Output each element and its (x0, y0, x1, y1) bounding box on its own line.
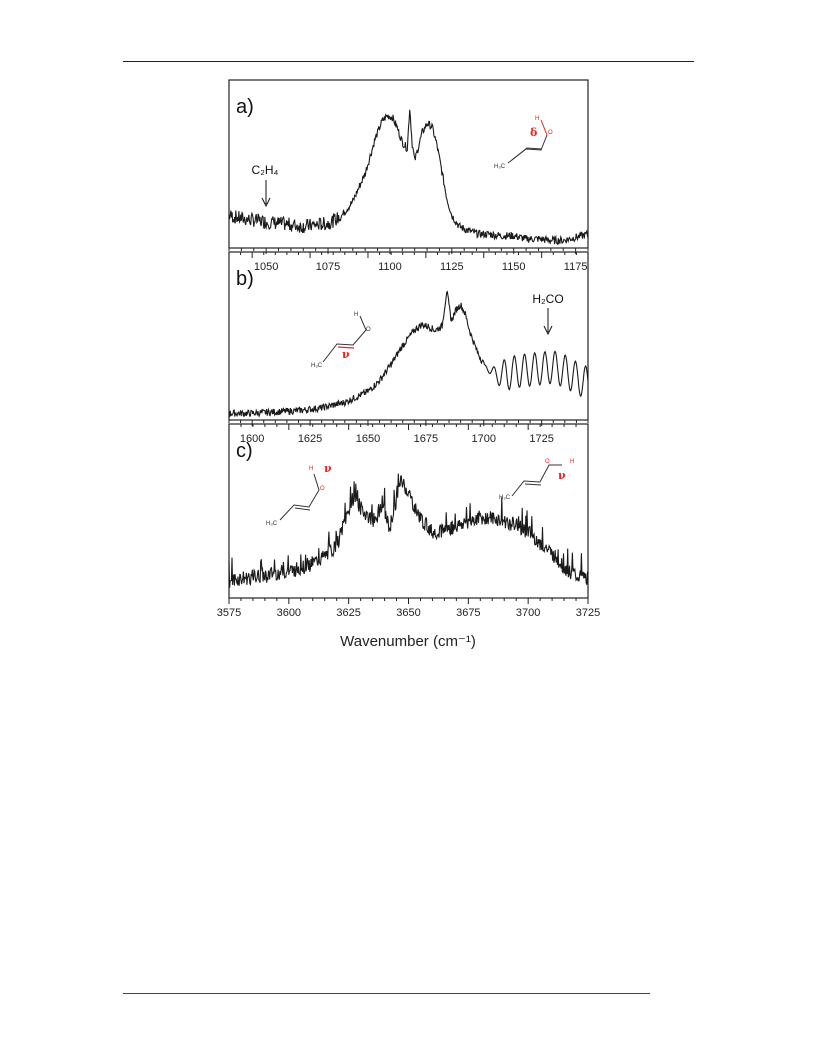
methyl-label: H₃C (494, 164, 506, 170)
hydrogen-atom-label: H (535, 116, 539, 122)
double-bond-line (524, 483, 542, 486)
header-rule (123, 61, 694, 62)
oxygen-atom-label: O (366, 327, 371, 333)
oh-bond-line (540, 119, 548, 136)
x-tick-label: 3725 (576, 607, 600, 619)
arrow-head-icon (261, 197, 271, 208)
nu-symbol: ν (324, 462, 332, 475)
x-tick-label: 1675 (414, 433, 438, 445)
annotation-h2co: H₂CO (532, 292, 563, 306)
methyl-label: H₃C (499, 495, 511, 501)
spectrum-line (228, 290, 589, 418)
x-tick-label: 3675 (456, 607, 480, 619)
annotation-c2h4: C₂H₄ (252, 163, 279, 177)
x-axis-label: Wavenumber (cm⁻¹) (340, 633, 476, 650)
nu-symbol: ν (558, 469, 566, 482)
x-tick-label: 1700 (472, 433, 496, 445)
spectrum-line (228, 473, 589, 588)
spectrum-line (228, 109, 589, 246)
oxygen-atom-label: O (545, 459, 550, 465)
x-tick-label: 3650 (396, 607, 420, 619)
molecule-sketch-b: O H H₃C ν (311, 312, 371, 369)
x-tick-label: 1125 (440, 261, 464, 273)
molecule-sketch-c-cis: O H H₃C ν (266, 462, 332, 527)
panel-label: b) (236, 268, 254, 290)
oxygen-atom-label: O (320, 486, 325, 492)
x-tick-label: 3600 (277, 607, 301, 619)
hydrogen-atom-label: H (570, 459, 574, 465)
double-bond-line (337, 346, 355, 349)
molecule-sketch-c-trans: O H H₃C ν (499, 459, 574, 501)
bond-lines (322, 315, 367, 363)
panel-label: a) (236, 96, 254, 118)
arrow-head-icon (543, 325, 553, 336)
delta-symbol: δ (530, 126, 537, 139)
footer-rule (123, 993, 650, 994)
nu-symbol: ν (342, 348, 350, 361)
x-tick-label: 1175 (564, 261, 588, 273)
double-bond-line (294, 507, 311, 511)
x-tick-label: 3700 (516, 607, 540, 619)
oxygen-atom-label: O (548, 130, 553, 136)
x-tick-label: 1650 (356, 433, 380, 445)
x-tick-label: 3575 (217, 607, 241, 619)
hydrogen-atom-label: H (309, 466, 313, 472)
panel-3: 3575 3600 3625 3650 3675 3700 3725 c) (217, 423, 600, 619)
x-tick-label: 1100 (378, 261, 402, 273)
hydrogen-atom-label: H (354, 312, 358, 318)
bond-lines (511, 464, 562, 497)
bond-lines (279, 473, 320, 521)
x-tick-label: 1625 (298, 433, 322, 445)
double-bond-line (511, 147, 543, 161)
methyl-label: H₃C (266, 521, 278, 527)
x-tick-label: 1600 (240, 433, 264, 445)
x-tick-label: 1725 (529, 433, 553, 445)
methyl-label: H₃C (311, 363, 323, 369)
x-tick-label: 1150 (502, 261, 526, 273)
x-tick-label: 1050 (254, 261, 278, 273)
panel-1: 1050 1075 1100 1125 1150 1175 a) (228, 79, 589, 273)
panel-label: c) (236, 440, 253, 462)
molecule-sketch-a: O H H₃C δ (494, 116, 553, 170)
x-tick-label: 3625 (336, 607, 360, 619)
x-tick-label: 1075 (316, 261, 340, 273)
plot-frame (228, 251, 589, 421)
panel-2: 1600 1625 1650 1675 1700 1725 b) (228, 251, 589, 445)
plot-frame (228, 79, 589, 249)
